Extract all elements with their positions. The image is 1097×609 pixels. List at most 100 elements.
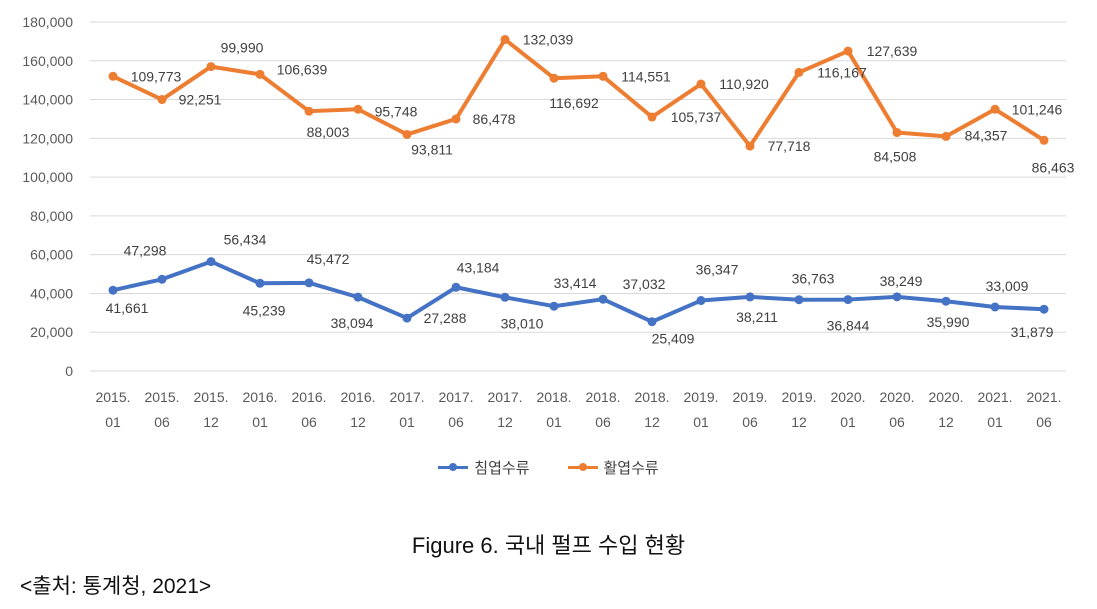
data-label-hardwood: 99,990: [221, 40, 264, 56]
data-label-hardwood: 95,748: [375, 103, 418, 119]
x-tick-label: 12: [497, 414, 513, 430]
data-label-hardwood: 88,003: [307, 124, 350, 140]
line-chart: 0 20,000 40,000 60,000 80,000 100,000 120,000 1…: [22, 14, 1075, 430]
data-point-hardwood: [206, 62, 216, 72]
data-label-softwood: 31,879: [1011, 324, 1054, 340]
data-point-hardwood: [892, 128, 902, 138]
data-label-hardwood: 105,737: [671, 109, 722, 125]
x-tick-label: 12: [203, 414, 219, 430]
data-label-hardwood: 86,463: [1032, 159, 1075, 175]
data-label-softwood: 38,249: [880, 273, 923, 289]
x-tick-label: 2016.: [291, 389, 326, 405]
data-label-hardwood: 92,251: [179, 92, 222, 108]
x-tick-label: 01: [840, 414, 856, 430]
data-label-hardwood: 132,039: [523, 31, 574, 47]
data-point-softwood: [451, 282, 461, 292]
x-tick-label: 2020.: [879, 389, 914, 405]
data-label-hardwood: 84,508: [874, 149, 917, 165]
data-point-softwood: [892, 292, 902, 302]
data-label-softwood: 36,763: [792, 271, 835, 287]
x-tick-label: 2021.: [1026, 389, 1061, 405]
data-point-hardwood: [157, 95, 167, 105]
x-tick-label: 01: [693, 414, 709, 430]
x-tick-label: 06: [742, 414, 758, 430]
x-tick-label: 2015.: [144, 389, 179, 405]
x-tick-label: 06: [889, 414, 905, 430]
y-tick-label: 140,000: [22, 92, 73, 108]
y-tick-label: 80,000: [30, 208, 73, 224]
x-tick-label: 2018.: [536, 389, 571, 405]
x-tick-label: 2020.: [830, 389, 865, 405]
data-label-hardwood: 116,167: [817, 64, 867, 80]
y-tick-label: 120,000: [22, 130, 73, 146]
data-point-softwood: [255, 278, 265, 288]
x-tick-label: 2019.: [732, 389, 767, 405]
data-point-hardwood: [794, 67, 804, 77]
data-point-softwood: [353, 292, 363, 302]
x-tick-label: 2015.: [193, 389, 228, 405]
data-point-softwood: [402, 313, 412, 323]
data-label-hardwood: 101,246: [1012, 101, 1063, 117]
data-point-softwood: [941, 296, 951, 306]
data-label-softwood: 41,661: [106, 300, 149, 316]
data-label-softwood: 35,990: [927, 314, 970, 330]
x-tick-label: 2019.: [781, 389, 816, 405]
data-label-hardwood: 77,718: [768, 138, 811, 154]
data-point-hardwood: [402, 129, 412, 139]
data-point-hardwood: [500, 34, 510, 44]
x-tick-label: 2017.: [487, 389, 522, 405]
y-tick-label: 20,000: [30, 324, 73, 340]
data-point-softwood: [1039, 304, 1049, 314]
data-point-hardwood: [647, 112, 657, 122]
data-label-softwood: 38,094: [331, 315, 374, 331]
x-tick-label: 01: [252, 414, 268, 430]
data-point-hardwood: [696, 79, 706, 89]
data-label-hardwood: 116,692: [549, 95, 599, 111]
data-label-softwood: 33,414: [554, 275, 597, 291]
legend-item-softwood: 침엽수류: [438, 457, 530, 478]
data-point-softwood: [500, 292, 510, 302]
data-point-hardwood: [255, 69, 265, 79]
x-tick-label: 2020.: [928, 389, 963, 405]
data-label-hardwood: 106,639: [277, 61, 328, 77]
x-tick-label: 2017.: [438, 389, 473, 405]
data-point-softwood: [157, 274, 167, 284]
series-line-softwood: [112, 259, 1045, 324]
data-point-softwood: [206, 257, 216, 267]
data-point-hardwood: [941, 131, 951, 141]
data-point-softwood: [598, 294, 608, 304]
y-tick-label: 160,000: [22, 53, 73, 69]
legend-item-hardwood: 활엽수류: [567, 457, 659, 478]
x-tick-label: 01: [399, 414, 415, 430]
data-label-hardwood: 127,639: [867, 43, 918, 59]
data-point-hardwood: [304, 106, 314, 116]
x-tick-label: 12: [791, 414, 807, 430]
y-tick-label: 180,000: [22, 14, 73, 30]
data-point-softwood: [794, 295, 804, 305]
data-label-softwood: 45,472: [307, 251, 350, 267]
data-point-hardwood: [451, 114, 461, 124]
x-tick-label: 2015.: [95, 389, 130, 405]
legend-label-hardwood: 활엽수류: [603, 460, 659, 477]
data-label-softwood: 56,434: [224, 232, 267, 248]
data-label-softwood: 36,347: [696, 262, 739, 278]
data-label-hardwood: 86,478: [473, 111, 516, 127]
y-tick-label: 40,000: [30, 285, 73, 301]
data-point-hardwood: [598, 71, 608, 81]
figure-caption: Figure 6. 국내 펄프 수입 현황: [411, 533, 686, 558]
data-label-hardwood: 109,773: [131, 68, 182, 84]
data-point-softwood: [549, 301, 559, 311]
data-point-hardwood: [1039, 135, 1049, 145]
data-point-hardwood: [990, 104, 1000, 114]
legend-label-softwood: 침엽수류: [474, 460, 530, 477]
data-label-hardwood: 93,811: [411, 141, 453, 157]
y-tick-label: 0: [65, 363, 73, 379]
x-tick-label: 12: [644, 414, 660, 430]
data-point-softwood: [745, 292, 755, 302]
legend: 침엽수류 활엽수류: [0, 457, 1097, 478]
x-tick-label: 2017.: [389, 389, 424, 405]
data-point-softwood: [843, 295, 853, 305]
y-tick-label: 100,000: [22, 169, 73, 185]
data-label-softwood: 38,010: [501, 315, 544, 331]
data-point-hardwood: [745, 141, 755, 151]
